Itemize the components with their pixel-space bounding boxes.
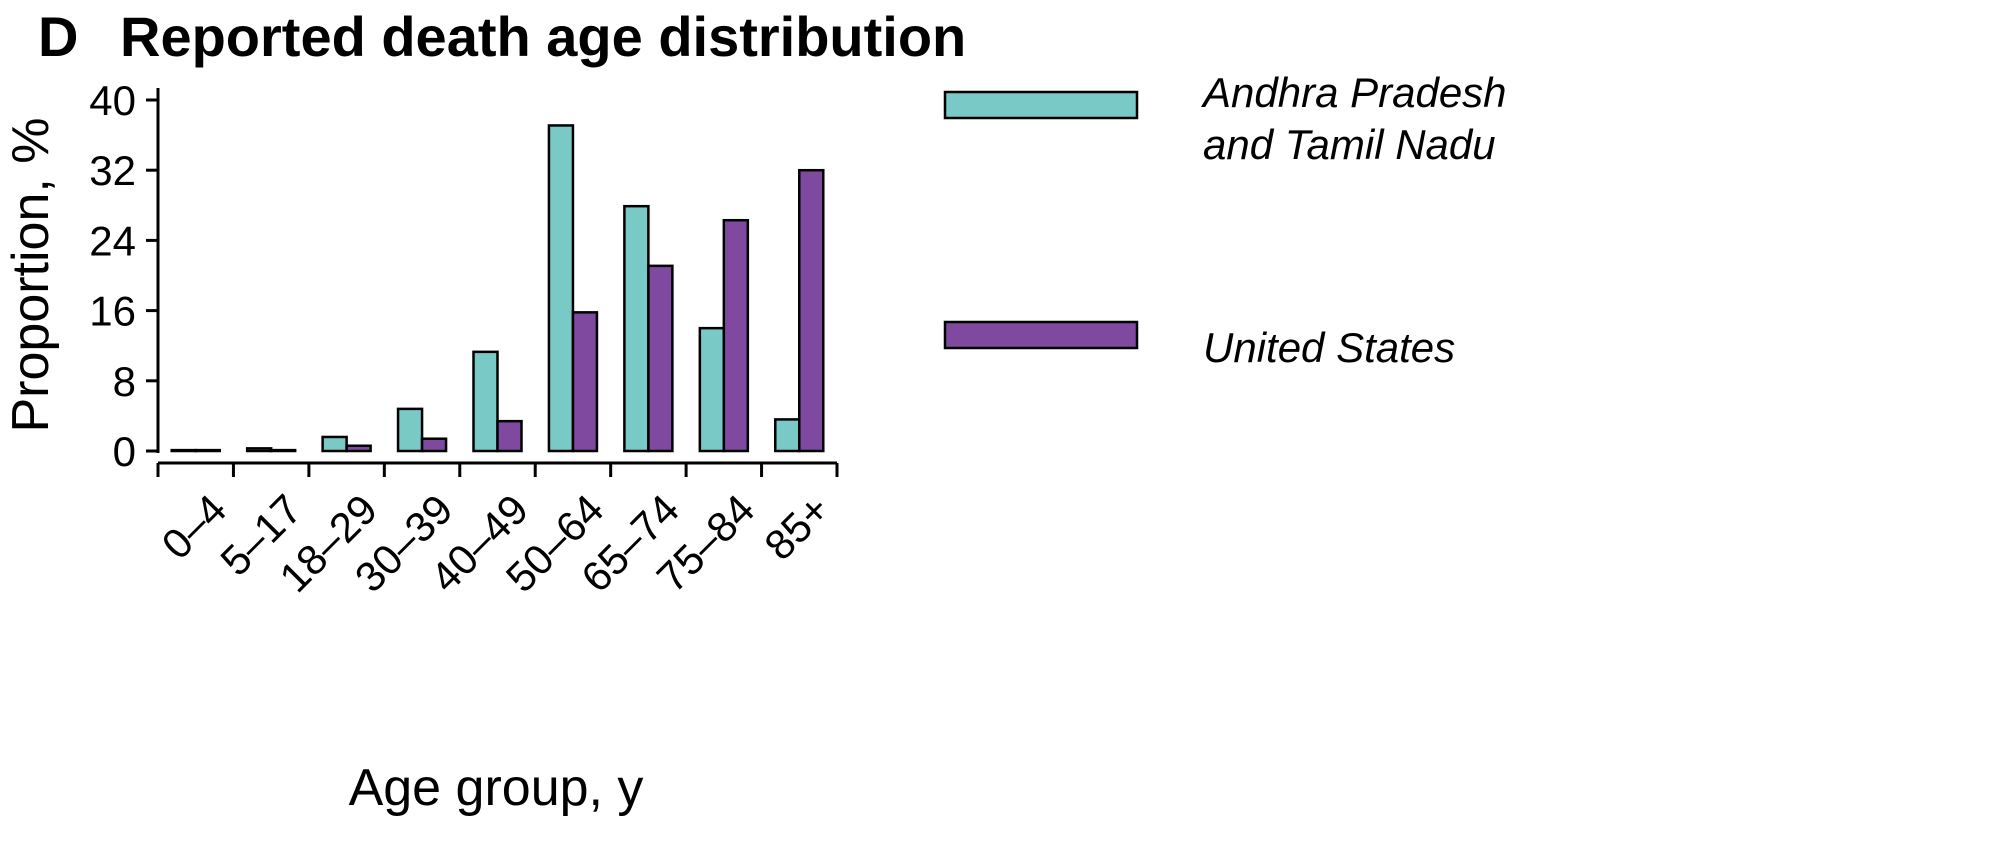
bar-andhra-tamil-4	[474, 352, 498, 451]
bar-chart: D Reported death age distribution Propor…	[0, 0, 2000, 843]
legend-label: United States	[1203, 324, 1455, 371]
bar-andhra-tamil-5	[549, 125, 573, 451]
legend: Andhra Pradesh and Tamil Nadu United State…	[945, 69, 1507, 371]
bars-group	[172, 125, 824, 451]
y-axis-title: Proportion, %	[2, 117, 60, 432]
legend-swatch	[945, 92, 1137, 118]
y-tick-label: 24	[89, 217, 136, 264]
bar-united-states-4	[498, 421, 522, 451]
bar-united-states-3	[422, 439, 446, 451]
bar-united-states-1	[271, 450, 295, 451]
chart-title: Reported death age distribution	[120, 5, 966, 68]
legend-label: Andhra Pradesh	[1200, 69, 1507, 116]
legend-label: and Tamil Nadu	[1203, 121, 1496, 168]
y-tick-label: 0	[113, 428, 136, 475]
bar-andhra-tamil-2	[323, 437, 347, 451]
bar-andhra-tamil-8	[775, 419, 799, 451]
bar-united-states-6	[648, 266, 672, 451]
bar-united-states-5	[573, 312, 597, 451]
bar-united-states-7	[724, 220, 748, 451]
y-axis: 0 8 16 24 32 40	[89, 77, 158, 475]
x-axis-title: Age group, y	[349, 759, 644, 817]
bar-andhra-tamil-6	[624, 206, 648, 451]
bar-andhra-tamil-7	[700, 328, 724, 451]
legend-swatch	[945, 322, 1137, 348]
y-tick-label: 8	[113, 358, 136, 405]
bar-united-states-8	[799, 170, 823, 451]
panel-label: D	[38, 5, 78, 68]
bar-united-states-2	[347, 446, 371, 451]
chart-figure: D Reported death age distribution Propor…	[0, 0, 2000, 843]
x-tick-label: 85+	[755, 485, 839, 569]
bar-andhra-tamil-3	[398, 409, 422, 451]
y-tick-label: 16	[89, 288, 136, 335]
bar-andhra-tamil-1	[247, 448, 271, 451]
bar-united-states-0	[196, 450, 220, 451]
y-tick-label: 32	[89, 147, 136, 194]
y-tick-label: 40	[89, 77, 136, 124]
bar-andhra-tamil-0	[172, 450, 196, 451]
x-axis: 0–45–1718–2930–3940–4950–6465–7475–8485+	[153, 463, 839, 601]
